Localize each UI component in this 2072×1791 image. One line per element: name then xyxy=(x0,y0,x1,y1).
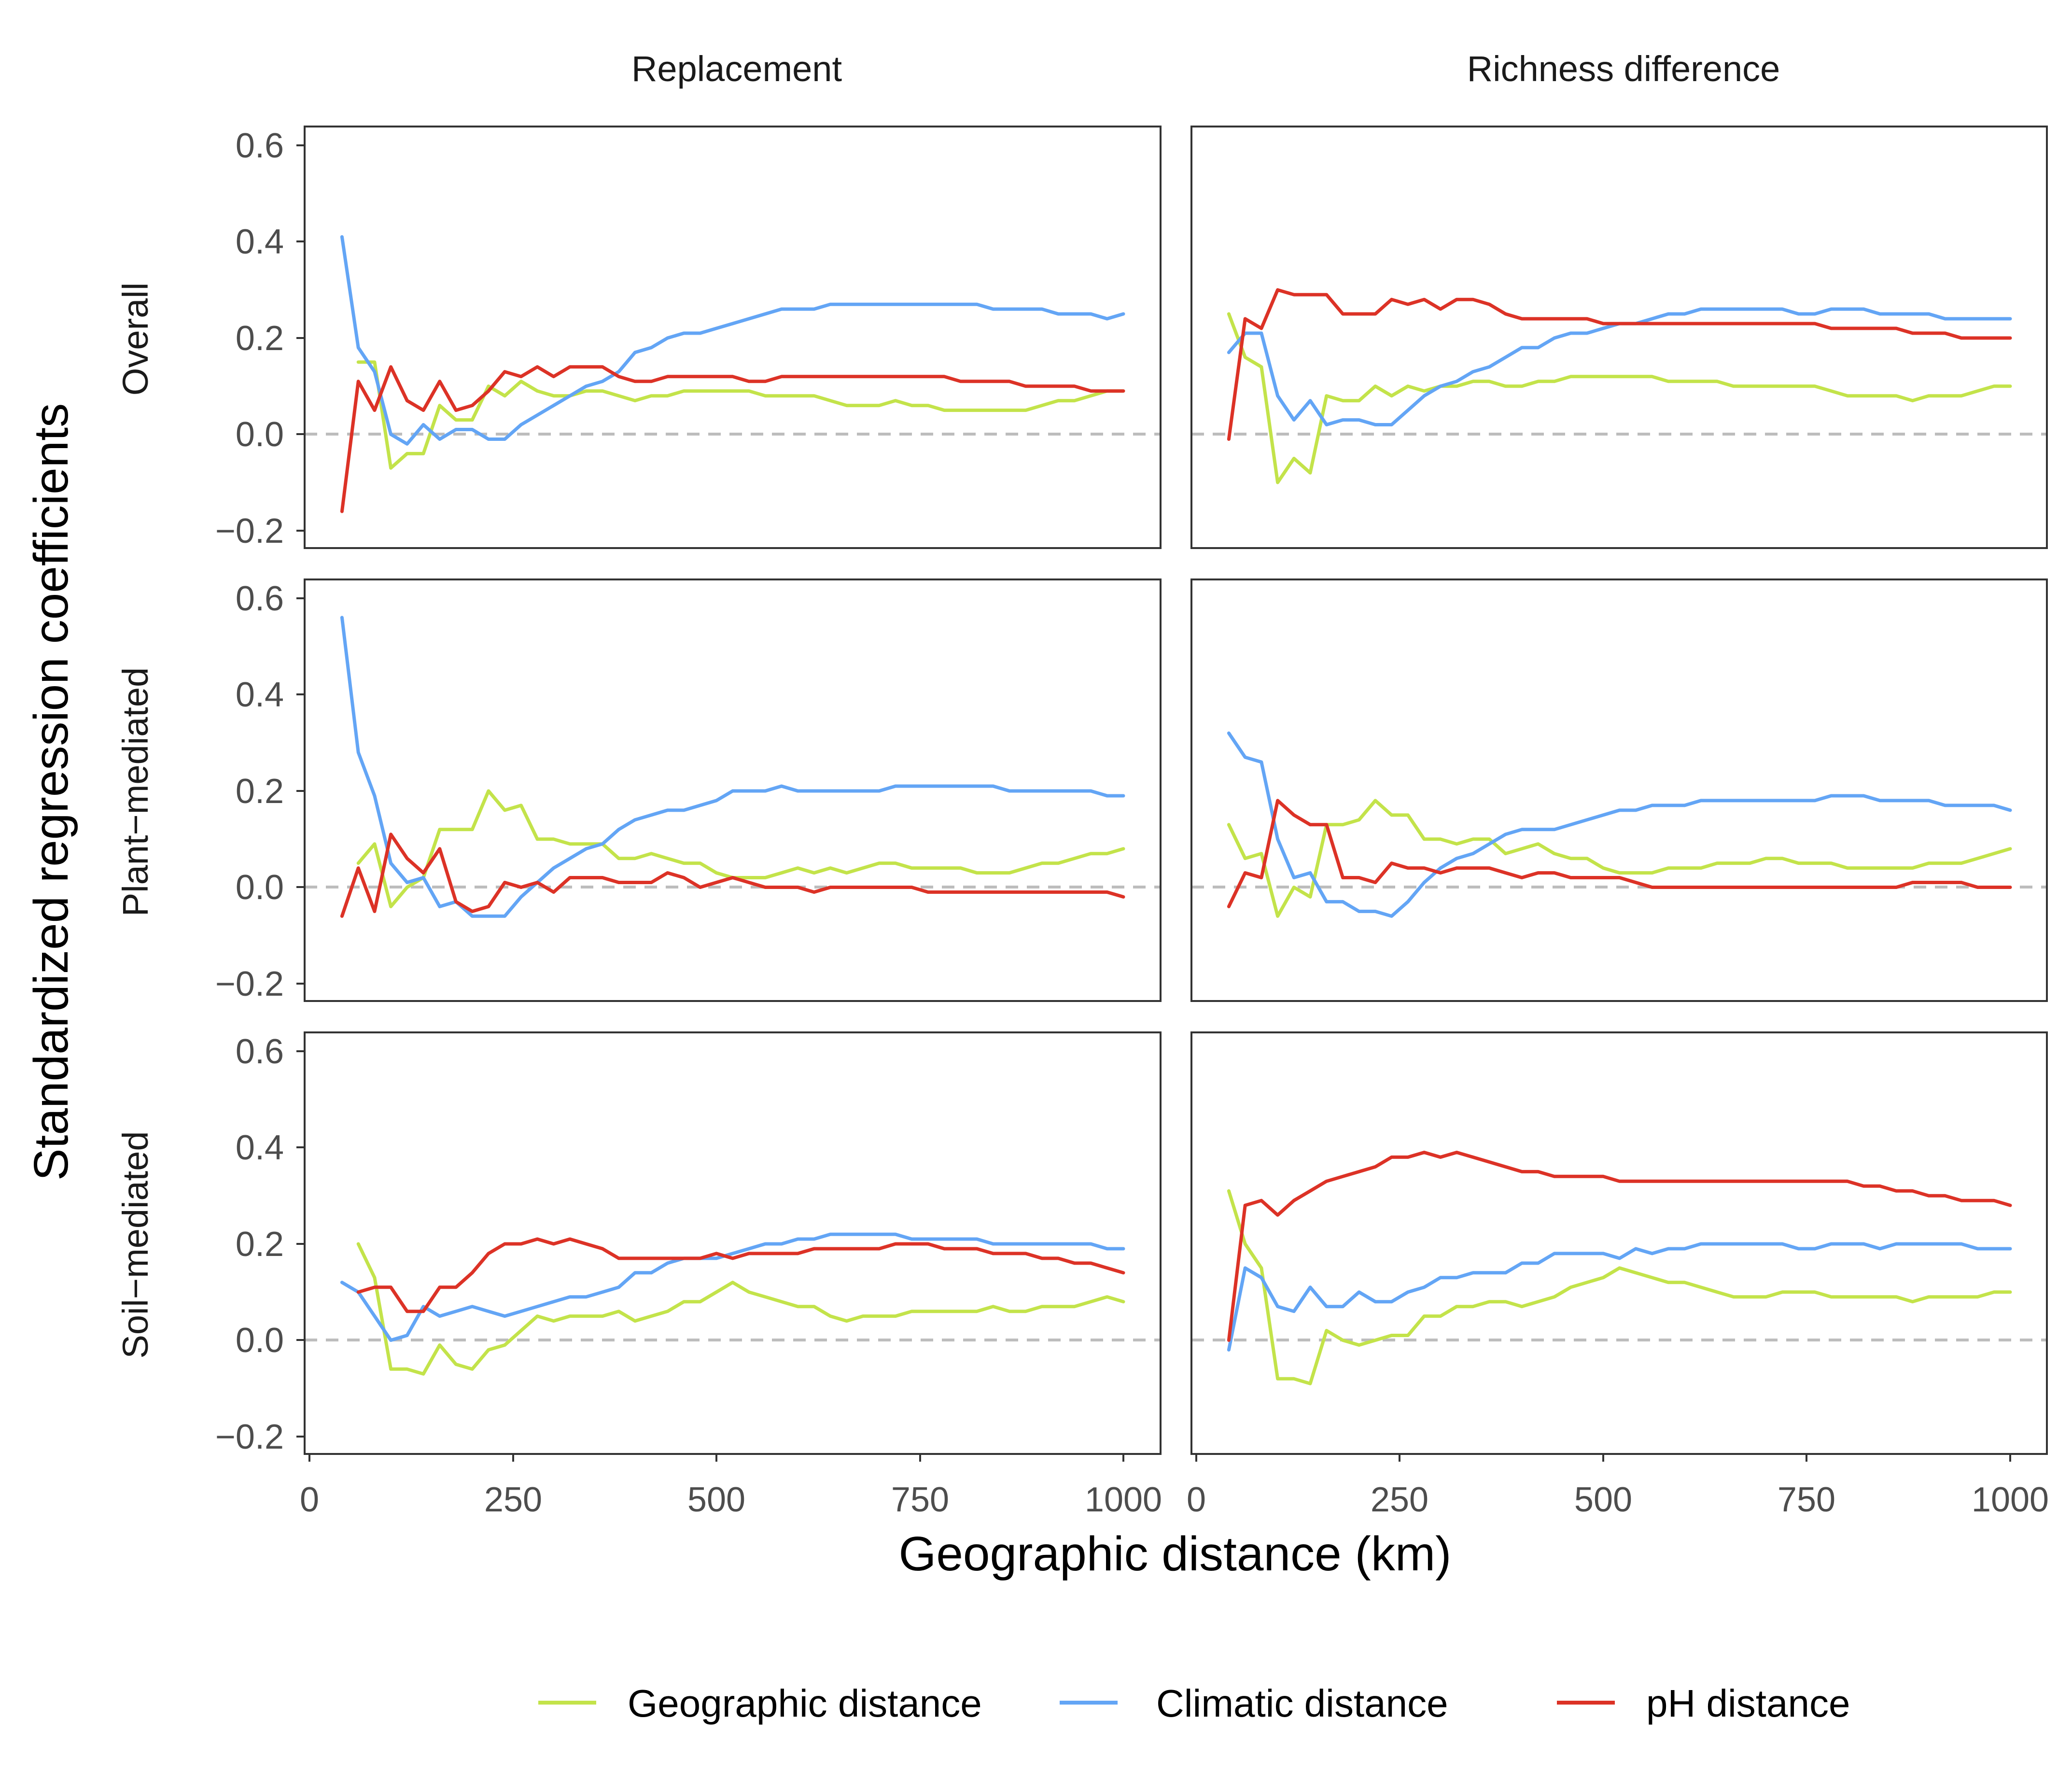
y-tick-label: 0.4 xyxy=(236,676,284,714)
column-title-replacement: Replacement xyxy=(631,49,842,89)
series-line-ph-distance xyxy=(1227,799,2012,908)
y-tick-label: 0.6 xyxy=(236,127,284,165)
series-layer xyxy=(1227,1151,2012,1385)
series-line-ph-distance xyxy=(356,1237,1125,1313)
x-tick-label: 0 xyxy=(1187,1481,1206,1519)
y-tick-label: 0.0 xyxy=(236,415,284,454)
y-tick-label: −0.2 xyxy=(215,1418,284,1456)
series-line-ph-distance xyxy=(1227,288,2012,441)
y-axis-row-1: 0.6 0.4 0.2 0.0 −0.2 xyxy=(215,127,304,550)
y-tick-label: 0.2 xyxy=(236,319,284,358)
y-tick-label: −0.2 xyxy=(215,965,284,1003)
x-tick-label: 250 xyxy=(1371,1481,1428,1519)
series-line-climatic-distance xyxy=(340,616,1125,918)
panel-richness-difference-plant-mediated xyxy=(1190,578,2048,1002)
legend: Geographic distance Climatic distance pH… xyxy=(538,1682,1850,1725)
x-tick-label: 500 xyxy=(1574,1481,1632,1519)
panel-border xyxy=(304,578,1162,1002)
series-line-ph-distance xyxy=(1227,1151,2012,1342)
x-axis-title: Geographic distance (km) xyxy=(899,1527,1452,1581)
panel-border xyxy=(1190,578,2048,1002)
panel-replacement-soil-mediated xyxy=(304,1031,1162,1455)
series-line-climatic-distance xyxy=(1227,1242,2012,1352)
series-layer xyxy=(340,1232,1125,1376)
panel-richness-difference-soil-mediated xyxy=(1190,1031,2048,1455)
legend-label-geographic-distance: Geographic distance xyxy=(628,1682,982,1725)
x-tick-label: 0 xyxy=(300,1481,319,1519)
x-tick-label: 1000 xyxy=(1085,1481,1162,1519)
y-tick-label: 0.4 xyxy=(236,1128,284,1167)
x-tick-label: 500 xyxy=(687,1481,745,1519)
series-line-climatic-distance xyxy=(340,235,1125,446)
x-tick-label: 1000 xyxy=(1972,1481,2049,1519)
series-layer xyxy=(1227,731,2012,918)
y-axis-title: Standardized regression coefficients xyxy=(24,403,78,1181)
y-axis-row-2: 0.6 0.4 0.2 0.0 −0.2 xyxy=(215,579,304,1003)
panel-border xyxy=(1190,126,2048,549)
x-axis-left: 0 250 500 750 1000 xyxy=(300,1454,1162,1519)
series-layer xyxy=(340,235,1125,513)
panel-border xyxy=(304,1031,1162,1455)
series-line-geographic-distance xyxy=(356,789,1125,908)
panel-richness-difference-overall xyxy=(1190,126,2048,549)
y-tick-label: 0.6 xyxy=(236,579,284,618)
y-tick-label: 0.2 xyxy=(236,772,284,811)
panel-border xyxy=(1190,1031,2048,1455)
series-line-climatic-distance xyxy=(1227,731,2012,918)
y-tick-label: −0.2 xyxy=(215,512,284,550)
row-title-soil-mediated: Soil−mediated xyxy=(115,1131,155,1358)
series-line-ph-distance xyxy=(340,832,1125,918)
column-title-richness-difference: Richness difference xyxy=(1467,49,1780,89)
legend-label-ph-distance: pH distance xyxy=(1646,1682,1850,1725)
series-layer xyxy=(1227,288,2012,484)
y-tick-label: 0.6 xyxy=(236,1032,284,1071)
series-line-geographic-distance xyxy=(1227,1189,2012,1385)
x-tick-label: 250 xyxy=(484,1481,542,1519)
legend-label-climatic-distance: Climatic distance xyxy=(1156,1682,1448,1725)
row-title-overall: Overall xyxy=(115,282,155,395)
x-tick-label: 750 xyxy=(1778,1481,1835,1519)
row-title-plant-mediated: Plant−mediated xyxy=(115,667,155,917)
x-axis-right: 0 250 500 750 1000 xyxy=(1187,1454,2049,1519)
series-line-geographic-distance xyxy=(1227,799,2012,918)
panel-border xyxy=(304,126,1162,549)
series-layer xyxy=(340,616,1125,918)
panel-replacement-plant-mediated xyxy=(304,578,1162,1002)
panel-replacement-overall xyxy=(304,126,1162,549)
y-tick-label: 0.0 xyxy=(236,868,284,907)
y-tick-label: 0.2 xyxy=(236,1225,284,1264)
series-line-climatic-distance xyxy=(340,1232,1125,1342)
y-tick-label: 0.4 xyxy=(236,223,284,261)
y-axis-row-3: 0.6 0.4 0.2 0.0 −0.2 xyxy=(215,1032,304,1456)
y-tick-label: 0.0 xyxy=(236,1321,284,1360)
series-line-ph-distance xyxy=(340,365,1125,513)
x-tick-label: 750 xyxy=(891,1481,949,1519)
series-line-geographic-distance xyxy=(1227,312,2012,484)
series-line-geographic-distance xyxy=(356,1242,1125,1376)
